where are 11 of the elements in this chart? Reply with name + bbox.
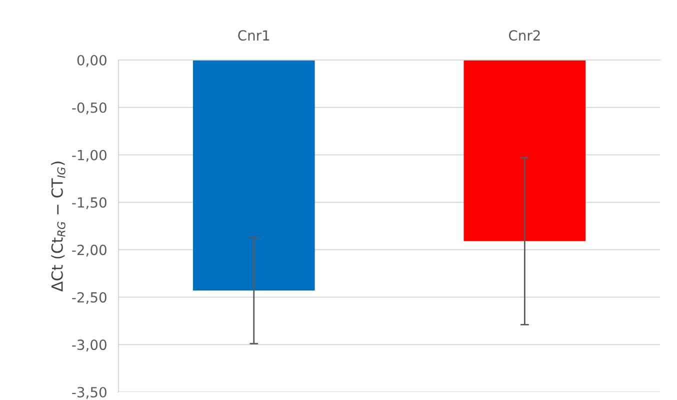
x-tick-label: Cnr2 (508, 30, 540, 41)
y-tick-label: -2,50 (72, 292, 106, 304)
y-tick-label: -3,50 (72, 386, 106, 399)
y-axis-title: ΔCt (Ct$_{RG}$ − CT$_{IG}$) (51, 162, 66, 292)
y-tick-label: 0,00 (77, 54, 106, 67)
y-tick-label: -0,50 (72, 102, 106, 114)
y-tick-label: -1,00 (72, 150, 106, 162)
y-tick-label: -2,00 (72, 244, 106, 257)
y-tick-label: -1,50 (72, 197, 106, 210)
y-tick-label: -3,00 (72, 340, 106, 352)
x-tick-label: Cnr1 (238, 30, 270, 41)
